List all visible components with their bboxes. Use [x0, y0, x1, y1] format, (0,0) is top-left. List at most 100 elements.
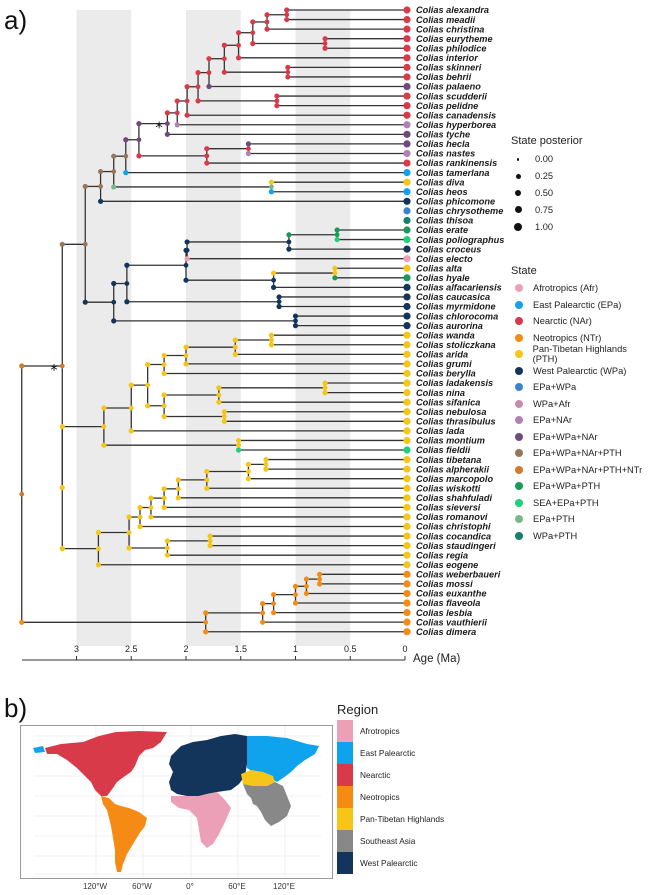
- node-state-dot: [293, 592, 298, 598]
- node-state-dot: [317, 576, 322, 582]
- node-state-dot: [161, 504, 167, 510]
- region-legend-item: Southeast Asia: [337, 830, 444, 852]
- node-state-dot: [128, 382, 134, 388]
- node-state-dot: [216, 392, 222, 398]
- node-state-dot: [183, 344, 189, 350]
- tip-label: Colias canadensis: [416, 110, 496, 120]
- tip-label: Colias scudderii: [416, 91, 487, 101]
- node-state-dot: [59, 424, 65, 430]
- tip-label: Colias euxanthe: [416, 589, 486, 599]
- tip-label: Colias dimera: [416, 627, 476, 637]
- tip-label: Colias fieldii: [416, 445, 471, 455]
- state-color-swatch: [515, 300, 523, 309]
- node-state-dot: [136, 121, 142, 127]
- tip-state-dot: [403, 159, 411, 167]
- tip-label: Colias staudingeri: [416, 541, 496, 551]
- node-state-dot: [250, 30, 256, 36]
- node-state-dot: [161, 413, 167, 420]
- state-legend-label: WPa+Afr: [533, 398, 571, 409]
- posterior-legend-label: 0.00: [535, 154, 554, 165]
- node-state-dot: [184, 239, 190, 245]
- region-legend: Region Afrotropics East Palearctic Nearcti…: [337, 702, 444, 874]
- node-state-dot: [204, 485, 210, 491]
- map-x-tick-label: 60°W: [132, 882, 152, 891]
- tip-state-dot: [403, 35, 411, 43]
- tip-label: Colias lada: [416, 426, 465, 436]
- tip-label: Colias mossi: [416, 579, 473, 589]
- node-state-dot: [271, 609, 277, 616]
- tip-label: Colias thrasibulus: [416, 416, 496, 426]
- region-legend-item: Nearctic: [337, 764, 444, 786]
- node-state-dot: [95, 562, 101, 568]
- posterior-legend-item: 0.00: [511, 151, 583, 168]
- tip-label: Colias thisoa: [416, 216, 473, 226]
- posterior-size-dot: [515, 173, 521, 179]
- tip-label: Colias montium: [416, 436, 485, 446]
- state-legend-item: EPa+WPa: [511, 379, 649, 396]
- node-state-dot: [286, 239, 292, 245]
- posterior-legend-label: 0.25: [535, 171, 554, 182]
- state-legend-item: EPa+NAr: [511, 412, 649, 429]
- node-state-dot: [322, 41, 328, 46]
- region-legend-title: Region: [337, 702, 379, 717]
- tip-state-dot: [403, 178, 411, 186]
- tip-label: Colias lesbia: [416, 608, 472, 618]
- state-color-swatch: [515, 350, 523, 359]
- node-state-dot: [245, 141, 252, 147]
- tip-label: Colias aurorina: [416, 321, 483, 331]
- region-legend-item: Neotropics: [337, 786, 444, 808]
- node-state-dot: [235, 30, 242, 36]
- x-axis-title: Age (Ma): [413, 653, 460, 665]
- tip-label: Colias weberbaueri: [416, 570, 501, 580]
- tip-state-dot: [403, 580, 411, 588]
- tip-label: Colias cocandica: [416, 531, 491, 541]
- node-state-dot: [136, 137, 142, 143]
- tip-label: Colias shahfuladi: [416, 493, 493, 503]
- tip-state-dot: [403, 589, 411, 598]
- posterior-size-dot: [514, 206, 522, 214]
- tip-label: Colias palaeno: [416, 82, 481, 92]
- node-state-dot: [137, 514, 143, 520]
- tip-state-dot: [403, 283, 411, 291]
- node-state-dot: [235, 447, 242, 453]
- node-state-dot: [145, 403, 151, 409]
- state-color-swatch: [515, 399, 523, 408]
- x-axis-tick-label: 2.5: [125, 644, 138, 654]
- tip-state-dot: [403, 73, 411, 81]
- node-state-dot: [268, 179, 275, 185]
- tip-state-dot: [403, 599, 411, 607]
- node-state-dot: [111, 169, 117, 174]
- node-state-dot: [207, 543, 213, 549]
- node-state-dot: [276, 303, 282, 310]
- state-color-swatch: [515, 416, 523, 425]
- node-state-dot: [59, 241, 65, 247]
- state-legend-label: EPa+NAr: [533, 415, 573, 426]
- age-band: [76, 10, 132, 646]
- region-east-palearctic-alaska: [33, 746, 45, 753]
- tip-label: Colias romanovi: [416, 512, 488, 522]
- node-state-dot: [111, 299, 117, 305]
- tip-state-dot: [403, 465, 411, 473]
- x-axis-tick-label: 3: [74, 644, 79, 654]
- node-state-dot: [161, 370, 167, 377]
- state-legend-item: Nearctic (NAr): [511, 313, 649, 330]
- tip-state-dot: [403, 532, 411, 540]
- tip-label: Colias chlorocoma: [416, 311, 498, 321]
- node-state-dot: [260, 610, 266, 616]
- region-color-swatch: [337, 786, 353, 808]
- node-state-dot: [276, 294, 282, 300]
- tip-state-dot: [403, 417, 411, 425]
- node-state-dot: [271, 284, 277, 290]
- node-state-dot: [59, 363, 65, 369]
- tip-label: Colias behrii: [416, 72, 472, 82]
- node-state-dot: [148, 505, 154, 510]
- region-afrotropics: [171, 792, 231, 848]
- node-state-dot: [271, 592, 277, 598]
- state-legend-label: Neotropics (NTr): [533, 332, 602, 343]
- node-state-dot: [304, 583, 309, 589]
- tip-label: Colias vauthierii: [416, 617, 487, 627]
- node-state-dot: [82, 241, 88, 247]
- tip-state-dot: [403, 255, 411, 263]
- world-region-map: [20, 725, 333, 879]
